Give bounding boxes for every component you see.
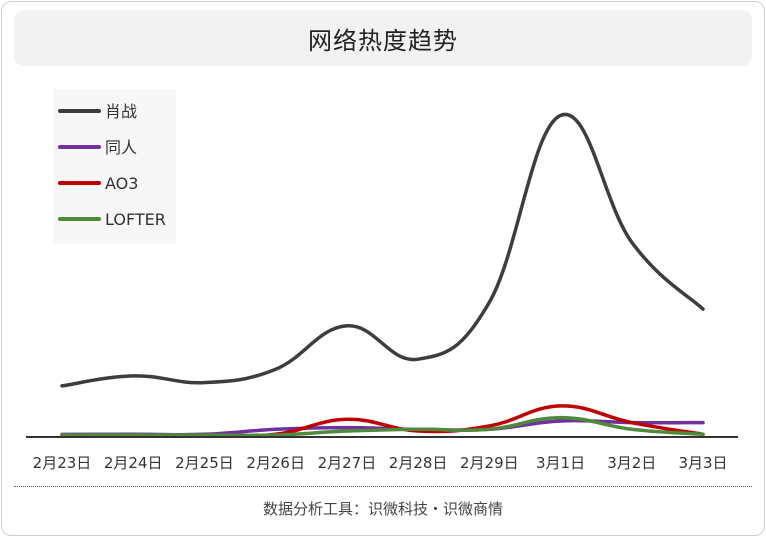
legend-label: 同人 (105, 138, 137, 157)
footer-credit: 数据分析工具：识微科技・识微商情 (262, 500, 503, 518)
x-tick-label: 2月24日 (104, 454, 163, 472)
chart-title: 网络热度趋势 (308, 26, 458, 55)
x-tick-label: 2月28日 (389, 454, 448, 472)
x-tick-label: 3月2日 (607, 454, 656, 472)
x-tick-label: 2月29日 (460, 454, 519, 472)
x-tick-label: 2月25日 (175, 454, 234, 472)
series-line-0 (60, 112, 705, 388)
series-line-3 (60, 415, 705, 438)
title-bar: 网络热度趋势 (14, 10, 752, 66)
x-tick-label: 2月26日 (246, 454, 305, 472)
x-tick-label: 3月1日 (536, 454, 585, 472)
x-tick-label: 2月23日 (33, 454, 92, 472)
legend-label: 肖战 (105, 102, 137, 121)
footer-divider (14, 486, 752, 487)
legend-label: AO3 (105, 174, 138, 193)
legend-label: LOFTER (105, 210, 166, 229)
x-tick-label: 3月3日 (678, 454, 727, 472)
x-tick-label: 2月27日 (318, 454, 377, 472)
